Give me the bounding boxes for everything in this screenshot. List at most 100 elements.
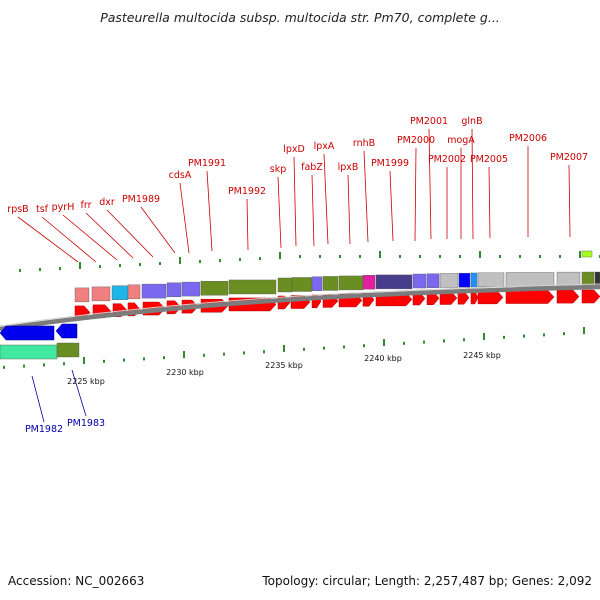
gene-label: rnhB bbox=[353, 138, 375, 149]
scale-label: 2245 kbp bbox=[463, 351, 501, 360]
label-connector bbox=[41, 216, 97, 263]
tick-mark bbox=[339, 255, 341, 258]
gene-label: tsf bbox=[36, 204, 49, 215]
tick-mark bbox=[523, 334, 525, 338]
label-connector bbox=[363, 150, 369, 243]
scale-label: 2235 kbp bbox=[265, 361, 303, 370]
cog-block bbox=[458, 272, 471, 288]
reverse-gene-arrow bbox=[55, 323, 78, 339]
gene-label: lpxB bbox=[338, 162, 359, 173]
tick-mark bbox=[559, 255, 561, 258]
tick-mark bbox=[19, 269, 21, 273]
label-connector bbox=[488, 166, 491, 239]
backbone-line bbox=[0, 284, 600, 332]
tick-mark bbox=[463, 338, 465, 342]
tick-mark bbox=[483, 333, 485, 341]
forward-gene-arrow bbox=[556, 289, 580, 304]
tick-mark bbox=[259, 257, 261, 261]
tick-marks bbox=[3, 251, 600, 369]
gene-label: fabZ bbox=[301, 162, 323, 173]
scale-labels: 2225 kbp 2230 kbp 2235 kbp 2240 kbp 2245 kbp bbox=[67, 351, 501, 386]
tick-mark bbox=[459, 255, 461, 258]
tick-mark bbox=[419, 255, 421, 258]
cog-block bbox=[477, 272, 505, 288]
map-title: Pasteurella multocida subsp. multocida s… bbox=[100, 10, 500, 25]
tick-mark bbox=[39, 268, 41, 272]
label-connector bbox=[471, 128, 474, 240]
tick-mark bbox=[359, 255, 361, 258]
label-connector bbox=[428, 128, 432, 240]
tick-mark bbox=[383, 339, 385, 347]
tick-mark bbox=[103, 359, 105, 363]
tick-mark bbox=[423, 340, 425, 344]
cog-block bbox=[111, 285, 129, 300]
label-connector bbox=[277, 176, 282, 249]
reverse-gene-arrow bbox=[0, 325, 55, 341]
cog-block bbox=[470, 272, 478, 288]
gene-label: PM2001 bbox=[410, 116, 448, 127]
tick-mark bbox=[79, 262, 81, 270]
label-connector bbox=[31, 375, 45, 423]
backbone-line-highlight bbox=[0, 283, 600, 327]
label-connector bbox=[246, 198, 249, 251]
cog-block bbox=[228, 279, 277, 295]
label-connector bbox=[414, 147, 417, 242]
tick-mark bbox=[43, 363, 45, 367]
tick-mark bbox=[323, 346, 325, 350]
cog-block bbox=[311, 276, 323, 291]
tick-mark bbox=[503, 335, 505, 339]
tick-mark bbox=[243, 351, 245, 355]
tick-mark bbox=[223, 352, 225, 356]
label-connector bbox=[17, 216, 79, 263]
cog-block bbox=[127, 284, 141, 300]
tick-mark bbox=[399, 255, 401, 258]
tick-mark bbox=[379, 251, 381, 258]
gene-label: frr bbox=[81, 200, 92, 211]
reverse-strand-genes bbox=[0, 323, 80, 360]
gene-label: rpsB bbox=[7, 204, 28, 215]
cog-block bbox=[74, 287, 90, 303]
tick-mark bbox=[159, 262, 161, 266]
label-connector bbox=[293, 156, 297, 247]
label-connector bbox=[85, 212, 134, 259]
tick-mark bbox=[203, 353, 205, 357]
label-connector bbox=[179, 182, 190, 254]
gene-label: pyrH bbox=[52, 202, 75, 213]
gene-label: PM1983 bbox=[67, 418, 105, 429]
tick-mark bbox=[119, 264, 121, 268]
label-connector bbox=[71, 369, 87, 417]
gene-label: lpxD bbox=[283, 144, 305, 155]
tick-mark bbox=[543, 333, 545, 337]
tick-mark bbox=[263, 350, 265, 354]
gene-label: PM1989 bbox=[122, 194, 160, 205]
cog-block bbox=[426, 273, 440, 288]
tick-mark bbox=[3, 365, 5, 369]
tick-mark bbox=[143, 357, 145, 361]
accession-text: Accession: NC_002663 bbox=[8, 574, 145, 588]
forward-gene-arrow bbox=[505, 290, 555, 304]
tick-mark bbox=[539, 255, 541, 258]
tick-mark bbox=[303, 347, 305, 351]
tick-mark bbox=[99, 265, 101, 269]
tick-mark bbox=[279, 252, 281, 260]
tick-mark bbox=[163, 356, 165, 360]
gene-label: glnB bbox=[461, 116, 482, 127]
tick-mark bbox=[519, 255, 521, 258]
tick-mark bbox=[499, 255, 501, 258]
cog-block bbox=[439, 273, 459, 288]
gene-label: PM2006 bbox=[509, 133, 547, 144]
cog-block bbox=[581, 250, 593, 258]
tick-mark bbox=[579, 251, 581, 258]
label-connector bbox=[62, 214, 118, 261]
cog-block bbox=[362, 275, 376, 290]
gene-label: PM2002 bbox=[428, 154, 466, 165]
tick-mark bbox=[343, 345, 345, 349]
cog-block bbox=[505, 272, 555, 287]
label-connector bbox=[568, 164, 571, 238]
tick-mark bbox=[199, 260, 201, 264]
label-connector bbox=[323, 153, 329, 245]
gene-label: dxr bbox=[99, 197, 115, 208]
tick-mark bbox=[403, 341, 405, 345]
cog-block bbox=[141, 283, 167, 299]
gene-label: PM1999 bbox=[371, 158, 409, 169]
